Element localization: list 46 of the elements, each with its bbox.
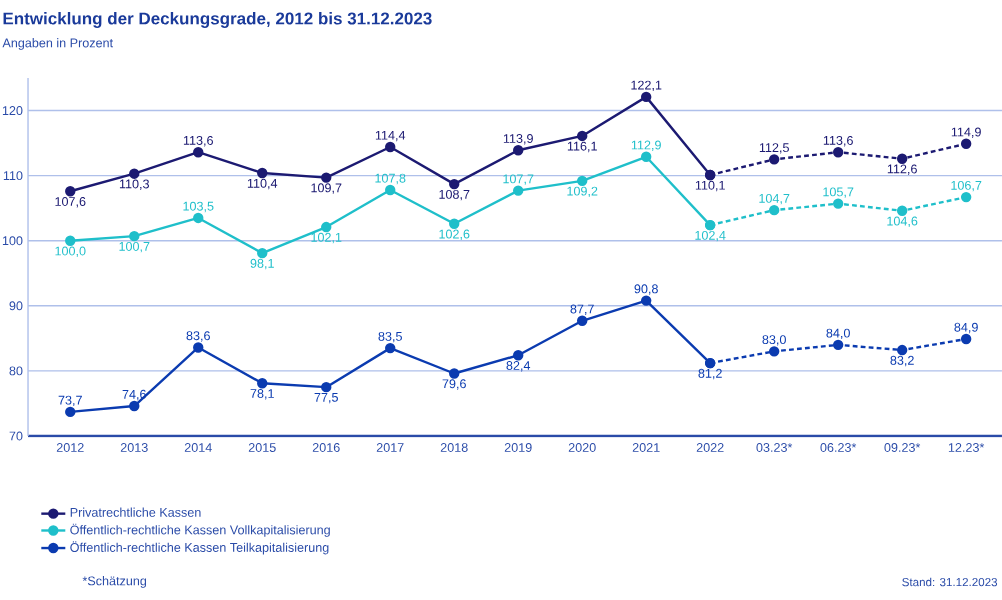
point [960,333,972,345]
point [576,175,588,187]
point [513,145,524,156]
point [513,185,524,196]
point [896,153,908,164]
point [257,167,268,179]
point [704,169,716,181]
chart-title: Entwicklung der Deckungsgrade, 2012 bis 31.12.2023 [3,12,432,28]
point [385,141,396,153]
point [65,406,76,418]
point [449,218,460,229]
point [321,381,332,393]
point [321,221,332,233]
point [704,357,716,369]
point [960,191,972,203]
point [768,154,780,165]
point [257,247,268,259]
point [640,91,652,103]
point [321,172,332,183]
point [832,198,844,209]
point [385,184,396,196]
point [832,339,844,351]
point [896,205,908,216]
point [193,212,204,224]
point [896,344,908,356]
point [704,219,716,231]
point [193,342,204,353]
point [449,178,460,190]
point [129,230,140,242]
point [640,295,652,306]
point [449,368,460,379]
point [768,346,780,357]
point [513,350,524,361]
point [768,204,780,216]
point [385,342,396,354]
point [576,130,588,142]
point [129,400,140,412]
point [257,378,268,389]
point [65,186,76,197]
point [65,235,76,246]
point [576,315,588,326]
point [640,151,652,162]
point [193,147,204,158]
point [960,138,972,149]
point [832,147,844,158]
point [129,168,140,179]
